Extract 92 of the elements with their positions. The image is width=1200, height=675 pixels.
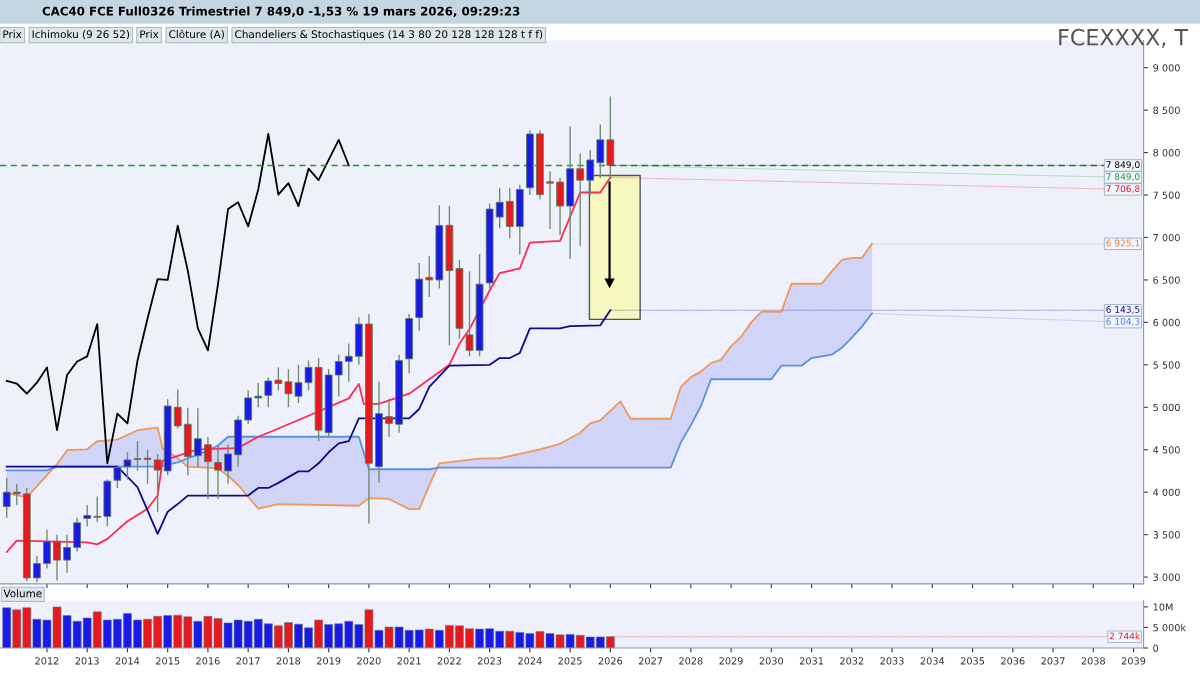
x-tick-label: 2038 <box>1081 657 1105 665</box>
x-tick-label: 2023 <box>477 657 502 665</box>
candlestick <box>254 382 263 408</box>
y-tick-label: 4 500 <box>1153 446 1180 454</box>
y-tick-label: 4 000 <box>1153 488 1180 497</box>
candlestick <box>586 149 595 196</box>
candlestick <box>465 270 474 358</box>
candlestick <box>344 342 353 383</box>
candlestick <box>113 464 122 489</box>
candlestick <box>214 443 222 500</box>
text: Clôture (A) <box>169 29 224 40</box>
x-tick-label: 2020 <box>357 657 381 665</box>
annotation: 6 104,3 <box>1106 317 1140 326</box>
candlestick <box>33 555 41 583</box>
candlestick <box>2 477 11 519</box>
y-tick-label: 6 500 <box>1153 276 1180 284</box>
candlestick <box>173 388 182 430</box>
candlestick <box>83 504 92 527</box>
y-tick-label: 10M <box>1153 603 1173 611</box>
text: Prix <box>3 30 22 38</box>
candlestick <box>385 398 393 438</box>
chart-title: CAC40 FCE Full0326 Trimestriel 7 849,0 -1,53 % 19 mars 2026, 09:29:23 <box>42 6 520 18</box>
candlestick <box>12 482 21 506</box>
x-tick-label: 2024 <box>518 657 542 665</box>
chart-subtitle: FCEXXXX, T <box>1059 28 1189 48</box>
x-tick-label: 2030 <box>759 657 784 665</box>
candlestick <box>93 495 102 523</box>
candlestick <box>204 436 212 500</box>
y-tick-label: 3 500 <box>1153 531 1180 539</box>
candlestick <box>284 368 293 408</box>
y-tick-label: 3 000 <box>1153 573 1180 581</box>
x-tick-label: 2025 <box>558 657 582 665</box>
y-tick-label: 7 500 <box>1153 191 1180 199</box>
x-tick-label: 2031 <box>799 657 824 665</box>
annotation: 7 706,8 <box>1106 185 1140 193</box>
candlestick <box>274 366 283 391</box>
x-tick-label: 2026 <box>598 657 623 665</box>
line-series <box>5 133 350 465</box>
y-tick-label: 5 000k <box>1153 623 1187 632</box>
text: Prix <box>140 30 159 38</box>
annotation: 7 849,0 <box>1106 173 1140 181</box>
x-tick-label: 2039 <box>1121 657 1146 665</box>
y-tick-label: 6 000 <box>1153 318 1180 327</box>
y-tick-label: 8 500 <box>1153 106 1180 114</box>
annotation: 6 143,5 <box>1106 305 1140 314</box>
line-series <box>5 309 612 535</box>
annotation: 2 744k <box>1109 632 1141 640</box>
candlestick <box>264 376 273 408</box>
x-tick-label: 2028 <box>679 657 703 665</box>
candlestick <box>153 453 162 513</box>
x-tick-label: 2018 <box>276 657 301 665</box>
x-tick-label: 2015 <box>156 657 180 665</box>
x-tick-label: 2029 <box>719 657 743 665</box>
annotation: 6 925,1 <box>1106 239 1140 248</box>
x-tick-label: 2019 <box>317 657 341 665</box>
candlestick <box>194 407 202 469</box>
x-tick-label: 2033 <box>880 657 904 665</box>
y-tick-label: 0 <box>1153 644 1159 652</box>
x-tick-label: 2013 <box>75 657 99 665</box>
x-tick-label: 2017 <box>236 657 260 665</box>
candlestick <box>495 187 504 229</box>
x-tick-label: 2036 <box>1001 657 1025 665</box>
y-tick-label: 5 500 <box>1153 361 1180 369</box>
y-tick-label: 5 000 <box>1153 403 1180 412</box>
y-tick-label: 8 000 <box>1153 149 1180 157</box>
chart-title: Volume <box>3 589 42 598</box>
text: Ichimoku (9 26 52) <box>32 30 130 40</box>
x-tick-label: 2021 <box>397 657 421 665</box>
x-tick-label: 2014 <box>115 657 140 665</box>
annotation: 7 849,0 <box>1106 161 1140 169</box>
y-tick-label: 9 000 <box>1153 64 1180 72</box>
candlestick <box>334 353 343 397</box>
x-tick-label: 2037 <box>1041 657 1065 665</box>
candlestick <box>43 528 51 570</box>
candlestick <box>576 152 585 247</box>
x-tick-label: 2022 <box>437 657 461 665</box>
x-tick-label: 2034 <box>920 657 945 665</box>
x-tick-label: 2027 <box>638 657 663 665</box>
candlestick <box>425 255 434 298</box>
line-series <box>5 176 612 553</box>
x-tick-label: 2016 <box>196 657 220 665</box>
candlestick <box>224 443 232 485</box>
candlestick <box>546 170 554 230</box>
x-tick-label: 2035 <box>960 657 985 665</box>
candlestick <box>53 533 61 582</box>
x-tick-label: 2012 <box>35 657 59 665</box>
text: Chandeliers & Stochastiques (14 3 80 20 128 128 128 t f f) <box>235 30 543 41</box>
candlestick <box>244 389 253 425</box>
candlestick <box>63 533 71 574</box>
x-tick-label: 2032 <box>840 657 864 665</box>
y-tick-label: 7 000 <box>1153 233 1180 242</box>
candlestick <box>596 123 605 179</box>
